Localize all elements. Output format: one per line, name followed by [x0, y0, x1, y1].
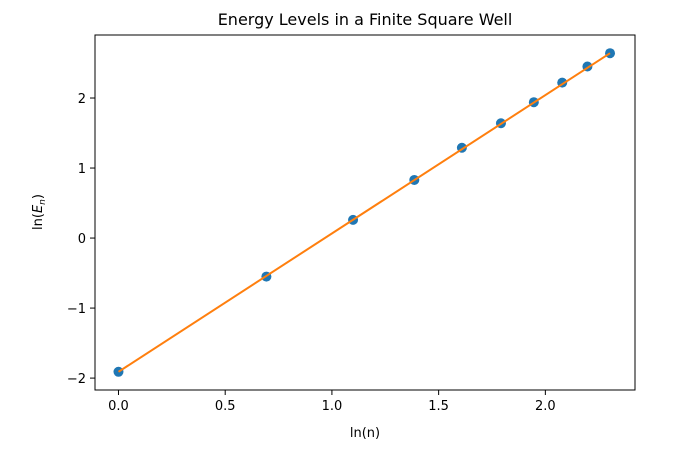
y-axis-label-prefix: ln( — [31, 213, 46, 230]
y-axis: −2 −1 0 1 2 — [67, 92, 95, 387]
y-axis-label-sub: n — [38, 199, 48, 205]
series-layer — [113, 48, 616, 377]
y-tick-label: 0 — [78, 232, 86, 247]
y-axis-label-suffix: ) — [31, 194, 46, 199]
y-tick-label: 2 — [78, 92, 86, 107]
y-tick-label: −2 — [67, 372, 86, 387]
x-tick-label: 1.0 — [322, 399, 343, 414]
x-axis-label: ln(n) — [350, 426, 380, 441]
plot-frame — [94, 34, 636, 391]
x-tick-label: 1.5 — [428, 399, 449, 414]
y-axis-label: ln(En) — [31, 194, 48, 230]
y-tick-label: 1 — [78, 162, 86, 177]
chart-title: Energy Levels in a Finite Square Well — [218, 10, 513, 29]
x-axis: 0.0 0.5 1.0 1.5 2.0 — [108, 390, 556, 414]
x-tick-label: 0.0 — [108, 399, 129, 414]
fit-line — [117, 52, 611, 373]
x-tick-label: 0.5 — [215, 399, 236, 414]
x-tick-label: 2.0 — [535, 399, 556, 414]
y-axis-label-var: E — [31, 204, 46, 213]
y-tick-label: −1 — [67, 302, 86, 317]
